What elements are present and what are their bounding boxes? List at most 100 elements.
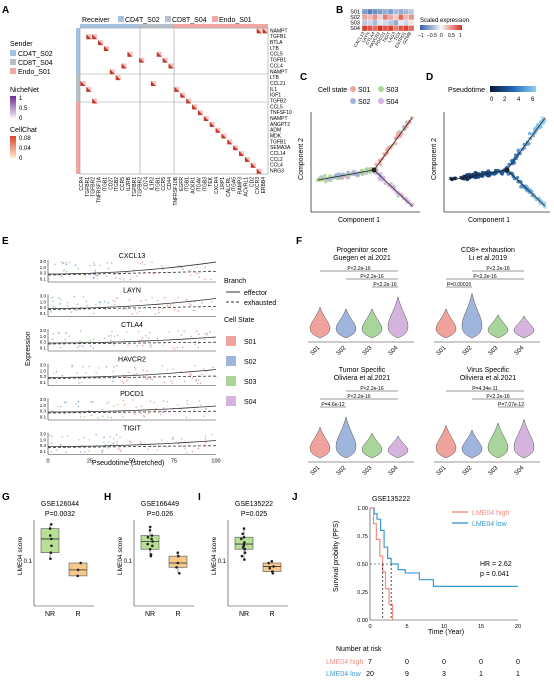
cell-point (180, 445, 183, 447)
cell-point (204, 408, 207, 411)
cell-point (171, 382, 174, 385)
e-legend-s04: S04 (244, 399, 257, 406)
cell-point (180, 266, 183, 269)
heatmap-cell (387, 19, 394, 26)
cell-point (62, 269, 65, 272)
cell-point (89, 345, 92, 348)
y-tick-label: 1.0 (40, 334, 47, 339)
cell-point (186, 403, 189, 405)
boxplot-point (176, 561, 180, 565)
p-value: P<2.2e-16 (473, 274, 496, 280)
cell-point (138, 310, 141, 313)
cell-point (199, 382, 202, 385)
cell-point (149, 400, 152, 403)
cell-point (146, 378, 148, 381)
trajectory-point (528, 131, 532, 136)
interaction-marker (244, 156, 250, 162)
cell-point (50, 311, 52, 313)
cell-point (122, 308, 124, 310)
cell-point (156, 337, 159, 340)
heatmap-cell (393, 19, 399, 26)
interaction-marker (203, 116, 209, 122)
boxplot-category: NR (145, 611, 155, 618)
cell-point (176, 346, 179, 349)
boxplot-point (150, 537, 153, 541)
violin (387, 435, 409, 459)
cell-point (82, 296, 85, 298)
y-tick-label: 3.0 (40, 432, 47, 437)
receptor-label: TGFBR1 (85, 177, 91, 197)
boxplot-point (178, 572, 181, 575)
heatmap-cell (372, 14, 378, 21)
x-tick-label: 75 (171, 459, 177, 465)
cell-point (141, 261, 144, 263)
heatmap-cell (361, 25, 368, 32)
cell-point (151, 261, 153, 264)
cell-point (134, 309, 137, 311)
legend-dot-s03 (378, 86, 384, 92)
cell-point (119, 436, 121, 439)
cell-point (197, 447, 200, 450)
interaction-marker (103, 45, 109, 51)
heatmap-cell (367, 14, 373, 21)
cell-point (103, 436, 105, 439)
exhausted-curve (47, 306, 217, 310)
receptor-label: CXCR3 (255, 177, 261, 194)
cell-point (116, 403, 119, 406)
cell-point (145, 299, 147, 301)
ligand-label: SEMA3A (270, 145, 291, 151)
cell-point (54, 263, 56, 266)
cell-point (55, 449, 58, 451)
receptor-label: TNFRSF10B (173, 176, 179, 205)
cell-point (161, 365, 164, 367)
receptor-label: CCR5 (161, 177, 167, 191)
cell-point (129, 278, 132, 281)
pseudotime-colorbar (490, 86, 536, 92)
interaction-marker (192, 104, 198, 110)
cell-point (211, 433, 213, 436)
cell-point (139, 263, 142, 265)
heatmap-cell (398, 14, 404, 21)
receptor-label: IL2RB (126, 176, 132, 191)
cell-point (174, 309, 176, 311)
cell-point (131, 313, 134, 315)
p-value: P<2.2e-16 (360, 274, 383, 280)
receptor-label: ERBB4 (261, 177, 267, 194)
ligand-label: BTLA (270, 40, 283, 46)
cell-point (143, 263, 146, 266)
cell-point (136, 261, 139, 264)
cell-point (124, 271, 127, 274)
cell-point (126, 376, 129, 379)
trajectory-point (399, 131, 404, 136)
km-xtick: 15 (478, 624, 484, 630)
ligand-label: LTB (270, 46, 279, 52)
trajectory-point (323, 173, 327, 178)
scaled-tick-4: 1 (459, 33, 462, 39)
cell-point (107, 335, 110, 337)
heatmap-cell (372, 25, 378, 32)
cell-point (135, 406, 137, 409)
interaction-marker (168, 63, 174, 69)
exhausted-curve (47, 445, 217, 448)
trajectory-point (374, 162, 378, 166)
receptor-label: CD74 (144, 177, 150, 190)
legend-dot-s01 (350, 86, 356, 92)
cell-point (70, 311, 73, 313)
cell-point (197, 333, 200, 336)
interaction-dots (80, 28, 268, 174)
violin (361, 308, 383, 339)
cell-point (159, 413, 162, 416)
cell-point (77, 405, 80, 408)
cell-point (137, 330, 140, 333)
cell-point (195, 330, 198, 333)
cell-point (93, 338, 95, 340)
cell-point (142, 415, 145, 417)
km-xtick: 20 (515, 624, 521, 630)
interaction-marker (180, 92, 186, 98)
cell-point (97, 417, 100, 419)
heatmap-col-label: CTLA4 (365, 31, 377, 46)
cell-point (127, 344, 129, 347)
cell-point (136, 345, 138, 347)
cell-point (60, 275, 63, 277)
